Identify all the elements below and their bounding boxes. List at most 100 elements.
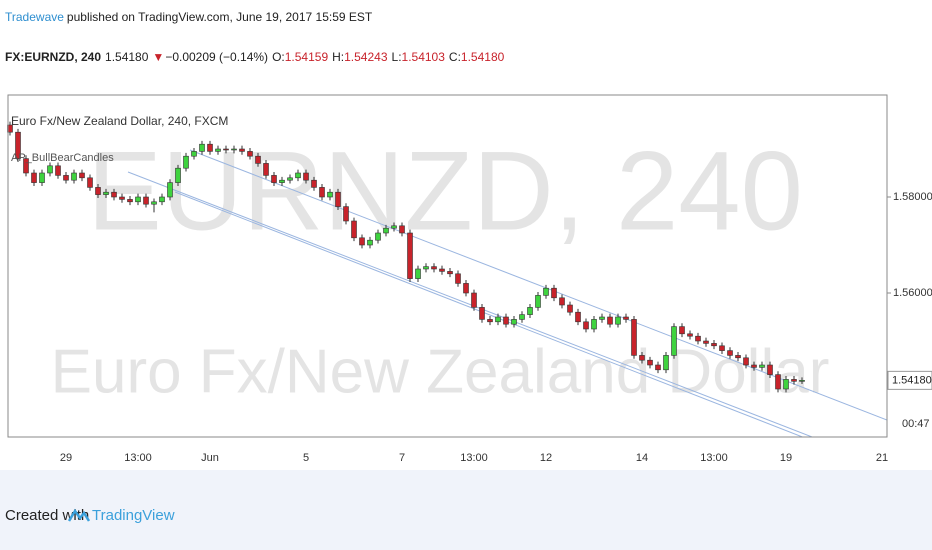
channel-line [174,191,804,437]
candle-body [343,206,349,222]
candle-body [767,364,773,375]
logo-mark [68,508,90,522]
chart-title: Euro Fx/New Zealand Dollar, 240, FXCM [11,114,228,128]
candles [7,121,805,393]
candle-body [583,321,589,330]
candle-body [103,191,109,195]
symbol: FX:EURNZD, 240 [5,50,102,64]
candle-body [487,319,493,323]
candle-body [527,307,533,315]
change: −0.00209 (−0.14%) [165,50,269,64]
watermark-symbol: EURNZD, 240 [87,129,803,254]
candle-body [39,172,45,183]
x-tick-label: 5 [303,452,309,464]
candle-body [127,199,133,203]
candle-body [639,355,645,361]
x-tick-label: 7 [399,452,405,464]
candle-body [759,364,765,368]
candle-body [495,316,501,323]
open: 1.54159 [284,50,329,64]
candle-body [503,316,509,325]
candle-body [375,232,381,241]
candle-body [439,268,445,272]
publisher[interactable]: Tradewave [5,10,64,24]
candle-body [287,177,293,181]
candle-body [703,340,709,344]
candle-body [535,295,541,308]
candle-body [95,187,101,195]
x-tick-label: 19 [780,452,792,464]
candle-body [367,239,373,246]
candle-body [575,311,581,323]
chart-bg [0,80,932,470]
arrow: ▼ [152,50,165,64]
watermark-name: Euro Fx/New Zealand Dollar [51,337,830,406]
candle-body [15,131,21,159]
candle-body [479,307,485,320]
candle-body [335,191,341,207]
candle-body [223,148,229,151]
chart: EURNZD, 240 Euro Fx/New Zealand Dollar E… [0,80,932,470]
candle-body [303,172,309,181]
candle-body [135,196,141,203]
high: 1.54243 [344,50,388,64]
candle-body [431,266,437,270]
created-with: Created with [5,507,90,524]
y-tick-label: 1.58000 [893,191,932,203]
candle-body [271,175,277,183]
candle-body [279,179,285,183]
candle-body [255,155,261,164]
candle-body [231,148,237,151]
brand[interactable]: TradingView [92,507,175,524]
candle-body [55,165,61,176]
candle-body [647,359,653,366]
candle-body [111,191,117,198]
candle-body [559,297,565,306]
footer: Created with TradingView [0,470,932,550]
candle-body [663,355,669,371]
candle-body [551,287,557,299]
candle-body [391,225,397,229]
candle-body [79,172,85,179]
candle-body [167,182,173,198]
candle-body [511,319,517,325]
candle-body [319,187,325,198]
candle-body [207,143,213,152]
candle-body [87,177,93,188]
candle-body [775,374,781,390]
candle-body [407,232,413,279]
candle-body [671,326,677,356]
candle-body [151,201,157,205]
candle-body [71,172,77,181]
plot-frame [7,94,888,438]
candle-body [655,364,661,371]
candle-body [247,151,253,157]
candle-body [263,163,269,176]
candle-body [359,237,365,246]
last-price-box [887,370,932,390]
y-tick-label: 1.56000 [893,287,932,299]
x-tick-label: 13:00 [460,452,488,464]
candle-body [679,326,685,335]
publish-line: Tradewave published on TradingView.com, J… [5,10,376,24]
candle-body [743,357,749,366]
candle-body [799,380,805,382]
x-tick-label: Jun [201,452,219,464]
candle-body [727,350,733,356]
open-label: O: [272,50,285,64]
candle-body [735,355,741,359]
low: 1.54103 [401,50,445,64]
candle-body [791,379,797,382]
x-tick-label: 12 [540,452,552,464]
candle-body [295,172,301,179]
candle-body [239,148,245,152]
candle-body [751,364,757,368]
published-text: published on TradingView.com, June 19, 2… [66,10,373,24]
candle-body [31,172,37,183]
candle-body [399,225,405,234]
candle-body [159,196,165,203]
last: 1.54180 [105,50,149,64]
candle-body [215,148,221,152]
candle-body [423,266,429,270]
candle-body [631,319,637,356]
